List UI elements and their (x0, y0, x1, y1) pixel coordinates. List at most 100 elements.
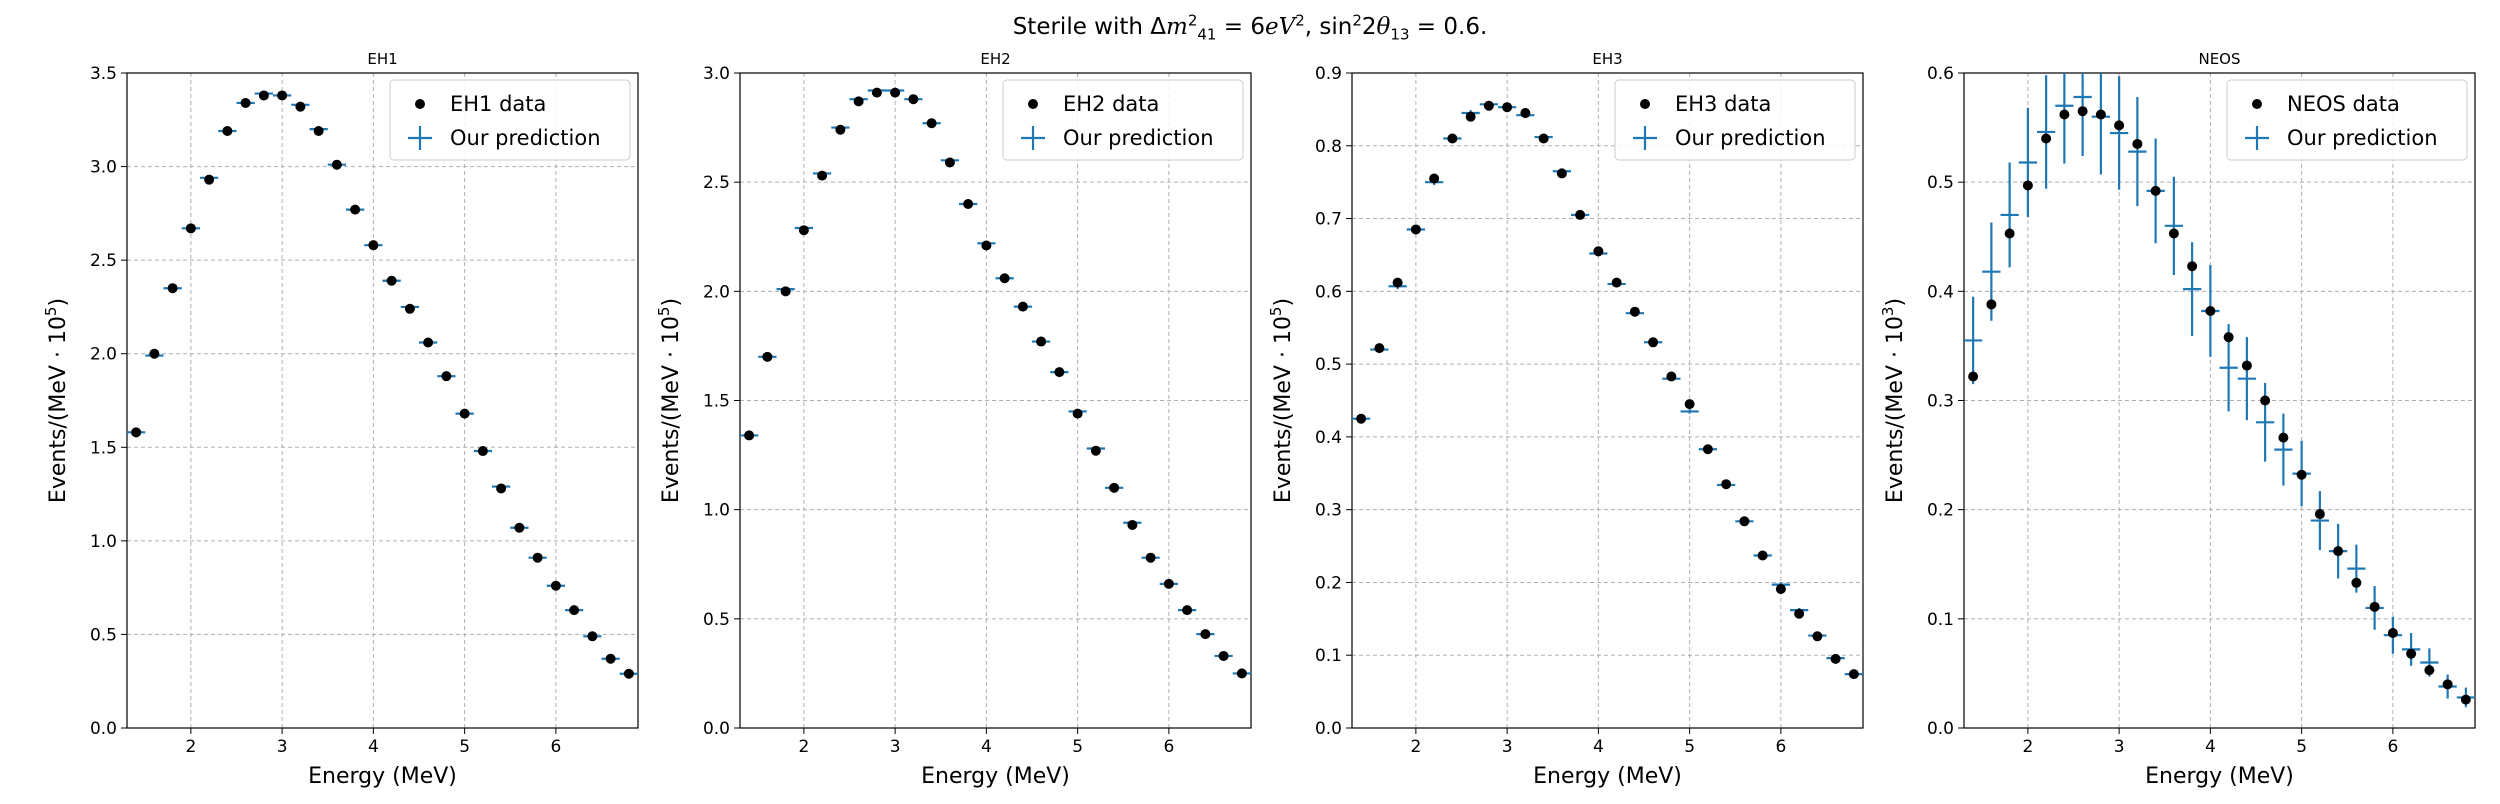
x-tick-label: 3 (1502, 737, 1513, 757)
data-point (780, 286, 791, 297)
data-point (1593, 246, 1604, 257)
y-tick-label: 0.5 (1315, 355, 1342, 375)
y-tick-label: 0.6 (1927, 64, 1954, 84)
y-tick-label: 2.5 (703, 173, 730, 193)
chart-panel-neos: 2 3 4 5 6 0.0 0.1 0.2 0.3 0.4 0.5 0.6 NEOS Energy (Me… (1879, 50, 2476, 789)
y-tick-label: 3.0 (703, 64, 730, 84)
x-tick-label: 4 (2205, 737, 2216, 757)
data-point (1648, 337, 1659, 348)
x-tick-label: 3 (2114, 737, 2125, 757)
y-tick-label: 2.0 (90, 345, 117, 365)
x-tick-label: 4 (368, 737, 379, 757)
data-point (295, 101, 306, 112)
y-tick-label: 3.0 (90, 158, 117, 178)
data-point (404, 303, 415, 314)
plot-marks (1964, 73, 2475, 708)
data-point (2132, 138, 2143, 149)
data-point (496, 483, 507, 494)
y-tick-label: 0.5 (90, 625, 117, 645)
prediction-cross (2055, 73, 2074, 164)
y-tick-label: 1.5 (90, 438, 117, 458)
legend: EH2 data Our prediction (1002, 79, 1244, 161)
data-point (2059, 109, 2070, 120)
prediction-cross (2274, 413, 2293, 486)
legend-box (1614, 79, 1856, 161)
legend-data-label: EH2 data (1063, 92, 1159, 116)
x-axis-label: Energy (MeV) (308, 764, 457, 789)
plot-marks (1352, 100, 1863, 680)
prediction-cross (2018, 107, 2037, 218)
prediction-cross (2037, 75, 2056, 189)
data-point (1666, 371, 1677, 382)
y-tick-label: 0.4 (1315, 428, 1342, 448)
data-point (2241, 360, 2252, 371)
x-tick-label: 2 (1410, 737, 1421, 757)
data-point (1356, 413, 1367, 424)
data-point (1721, 479, 1732, 490)
y-tick-label: 0.7 (1315, 210, 1342, 230)
prediction-cross (2110, 76, 2129, 190)
prediction-cross (2164, 176, 2183, 275)
data-point (2077, 106, 2088, 117)
data-point (981, 240, 992, 251)
data-point (1017, 301, 1028, 312)
legend-prediction-label: Our prediction (2287, 126, 2438, 150)
legend: EH1 data Our prediction (389, 79, 631, 161)
prediction-cross (1964, 296, 1983, 385)
data-point (2260, 395, 2271, 406)
data-point (441, 371, 452, 382)
data-point (350, 204, 361, 215)
y-tick-label: 0.0 (1315, 719, 1342, 739)
data-point (1684, 399, 1695, 410)
y-tick-label: 1.0 (90, 532, 117, 552)
y-axis-label: Events/(MeV · 105) (655, 298, 684, 503)
prediction-cross (2256, 383, 2275, 462)
data-point (1163, 578, 1174, 589)
x-tick-label: 2 (2022, 737, 2033, 757)
y-tick-label: 0.5 (1927, 173, 1954, 193)
data-point (2187, 261, 2198, 272)
data-point (1054, 367, 1065, 378)
data-point (1090, 445, 1101, 456)
prediction-cross (2237, 337, 2256, 421)
plot-marks (127, 90, 638, 679)
y-tick-label: 0.5 (703, 610, 730, 630)
data-point (817, 170, 828, 181)
data-point (2004, 228, 2015, 239)
data-point (2333, 546, 2344, 557)
data-point (1410, 224, 1421, 235)
data-point (514, 522, 525, 533)
chart-title: EH2 (980, 50, 1010, 68)
data-point (1812, 631, 1823, 642)
x-tick-label: 6 (2387, 737, 2398, 757)
y-tick-label: 0.6 (1315, 282, 1342, 302)
x-axis-label: Energy (MeV) (1533, 764, 1682, 789)
data-point (853, 96, 864, 107)
plot-frame (739, 72, 1252, 729)
y-tick-label: 0.0 (1927, 719, 1954, 739)
data-point (1848, 669, 1859, 680)
y-tick-label: 0.2 (1315, 573, 1342, 593)
data-point (167, 283, 178, 294)
x-tick-label: 6 (550, 737, 561, 757)
y-tick-label: 0.4 (1927, 282, 1954, 302)
data-point (1072, 408, 1083, 419)
data-point (331, 159, 342, 170)
data-point (926, 118, 937, 129)
data-point (762, 351, 773, 362)
data-point (1556, 168, 1567, 179)
legend-data-marker (1640, 99, 1650, 109)
y-tick-label: 0.0 (703, 719, 730, 739)
plot-frame (1963, 72, 2476, 729)
legend-prediction-label: Our prediction (1675, 126, 1826, 150)
plot-frame (126, 72, 639, 729)
x-tick-label: 5 (2296, 737, 2307, 757)
data-point (1182, 605, 1193, 616)
x-tick-label: 2 (798, 737, 809, 757)
x-tick-label: 5 (459, 737, 470, 757)
data-point (1757, 550, 1768, 561)
legend: EH3 data Our prediction (1614, 79, 1856, 161)
y-tick-label: 0.3 (1315, 501, 1342, 521)
data-point (1483, 100, 1494, 111)
data-point (258, 90, 269, 101)
